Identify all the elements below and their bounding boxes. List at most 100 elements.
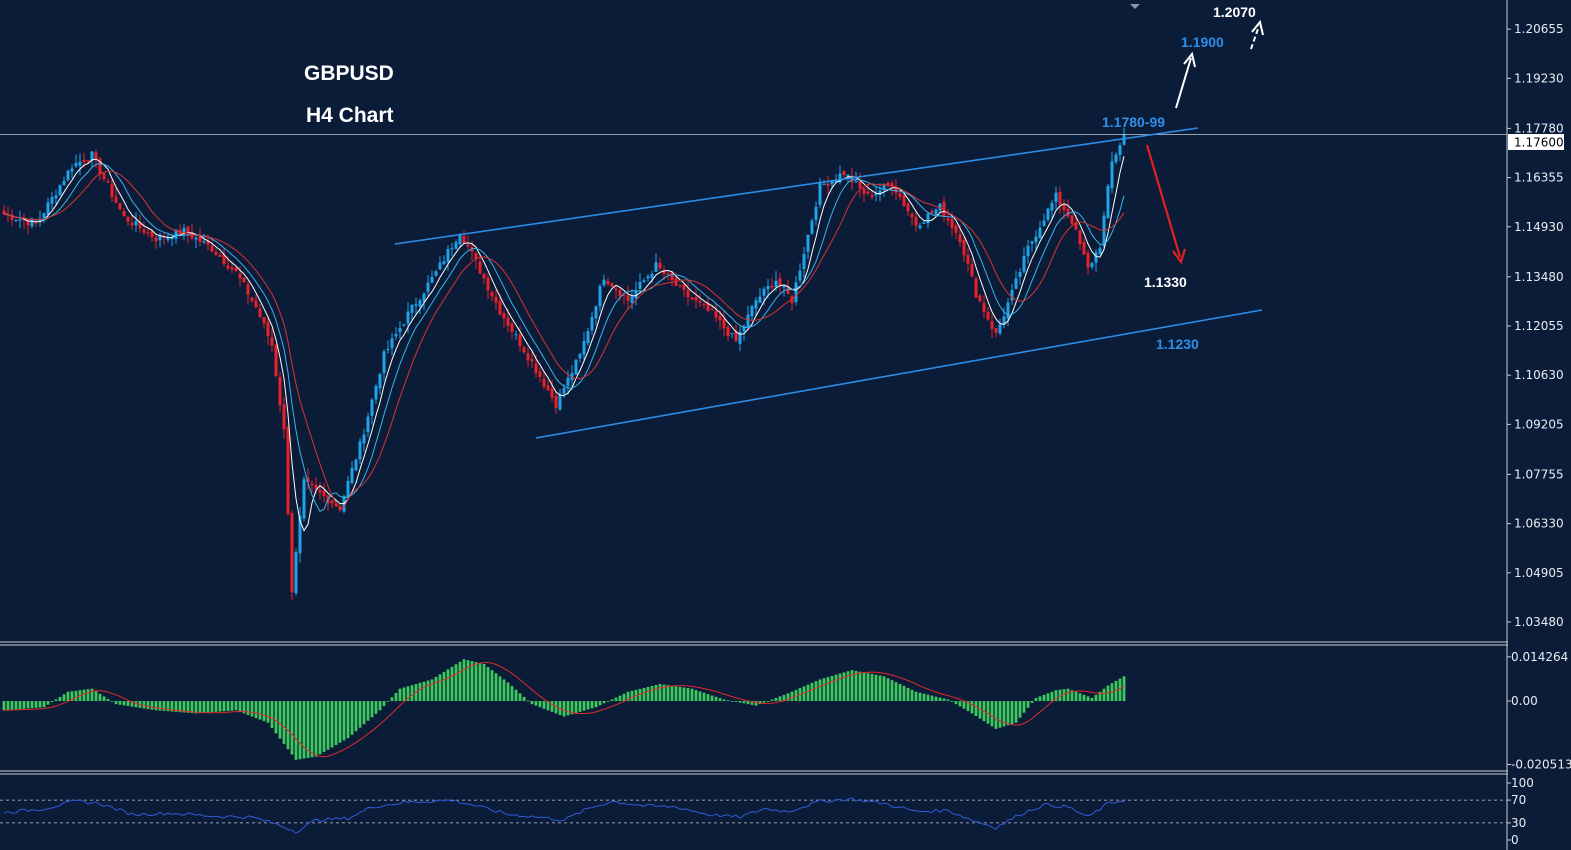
macd-bar <box>922 693 926 702</box>
candle-body <box>638 281 642 289</box>
macd-bar <box>150 701 154 710</box>
macd-bar <box>358 701 362 728</box>
candle <box>1090 261 1094 270</box>
macd-bar <box>582 701 586 711</box>
macd-bar <box>610 699 614 702</box>
candle-body <box>234 267 238 272</box>
candle-body <box>794 282 798 302</box>
candle <box>810 218 814 236</box>
candle <box>62 176 66 186</box>
macd-bar <box>606 701 610 702</box>
candle <box>26 219 30 234</box>
current-price-tag: 1.17600 <box>1508 134 1564 150</box>
macd-bar <box>330 701 334 748</box>
candle <box>994 327 998 338</box>
macd-bar <box>666 685 670 702</box>
macd-bar <box>70 691 74 702</box>
macd-bar <box>218 701 222 712</box>
macd-bar <box>794 689 798 702</box>
candle <box>1086 249 1090 275</box>
macd-bar <box>782 694 786 702</box>
candle-body <box>402 324 406 326</box>
macd-bar <box>618 695 622 702</box>
candle <box>1050 200 1054 221</box>
candle-body <box>934 209 938 215</box>
candle-body <box>970 263 974 277</box>
macd-bar <box>986 701 990 724</box>
candle <box>490 290 494 302</box>
macd-bar <box>934 696 938 702</box>
macd-bar <box>1090 697 1094 702</box>
candle-body <box>826 183 830 186</box>
macd-bar <box>674 686 678 702</box>
candle <box>422 292 426 311</box>
candle-body <box>122 211 126 216</box>
candle <box>410 304 414 321</box>
macd-bar <box>946 699 950 702</box>
candle <box>522 345 526 354</box>
macd-bar <box>902 685 906 702</box>
candle <box>498 294 502 316</box>
candle-body <box>642 280 646 282</box>
macd-axis[interactable]: 0.014264 0.00 -0.020513 <box>1507 650 1571 772</box>
candle-body <box>254 300 258 308</box>
candle-body <box>946 218 950 221</box>
macd-bar <box>142 701 146 709</box>
macd-bar <box>110 701 114 702</box>
macd-signal-line <box>3 662 1125 758</box>
macd-bar <box>1102 688 1106 702</box>
macd-bar <box>570 701 574 715</box>
macd-bar <box>482 663 486 702</box>
candle-body <box>514 334 518 336</box>
channel-upper-line[interactable] <box>394 127 1199 245</box>
channel-lower-line[interactable] <box>535 309 1263 439</box>
candle <box>1070 213 1074 225</box>
price-axis[interactable]: 1.20655 1.19230 1.17780 1.16355 1.14930 1.134… <box>1507 22 1564 629</box>
macd-bar <box>866 673 870 702</box>
candle-body <box>130 222 134 226</box>
candle-body <box>134 221 138 226</box>
candle <box>106 177 110 184</box>
candle <box>866 184 870 196</box>
candle-body <box>1062 204 1066 211</box>
macd-bar <box>818 679 822 702</box>
candle <box>434 269 438 277</box>
macd-bar <box>1054 690 1058 702</box>
candle <box>614 285 618 300</box>
candle-body <box>542 378 546 387</box>
candle <box>726 324 730 342</box>
price-axis-label: 1.10630 <box>1514 368 1564 382</box>
macd-bar <box>266 701 270 723</box>
candle <box>918 222 922 230</box>
candle-body <box>162 236 166 238</box>
macd-bar <box>846 671 850 702</box>
rsi-axis[interactable]: 100 70 30 0 <box>1507 776 1534 847</box>
candle-body <box>170 237 174 240</box>
candle <box>190 223 194 241</box>
macd-bar <box>410 685 414 702</box>
macd-bar <box>826 677 830 702</box>
candle-body <box>670 271 674 281</box>
macd-bar <box>82 689 86 702</box>
macd-bar <box>318 701 322 755</box>
candle-body <box>490 292 494 297</box>
macd-bar <box>114 701 118 705</box>
candle <box>50 191 54 210</box>
candle-body <box>802 254 806 270</box>
candle <box>990 313 994 338</box>
macd-bar <box>430 679 434 702</box>
macd-bar <box>58 696 62 702</box>
candle-body <box>226 265 230 269</box>
macd-bar <box>362 701 366 725</box>
candle-body <box>598 286 602 307</box>
price-axis-label: 1.12055 <box>1514 319 1564 333</box>
candle-body <box>694 297 698 301</box>
chart-shift-marker-icon[interactable] <box>1130 4 1140 9</box>
candle-body <box>614 288 618 290</box>
candle <box>930 208 934 215</box>
target-upper-label: 1.2070 <box>1213 4 1256 20</box>
candle-body <box>114 196 118 203</box>
candle <box>1110 151 1114 194</box>
candle <box>802 246 806 278</box>
